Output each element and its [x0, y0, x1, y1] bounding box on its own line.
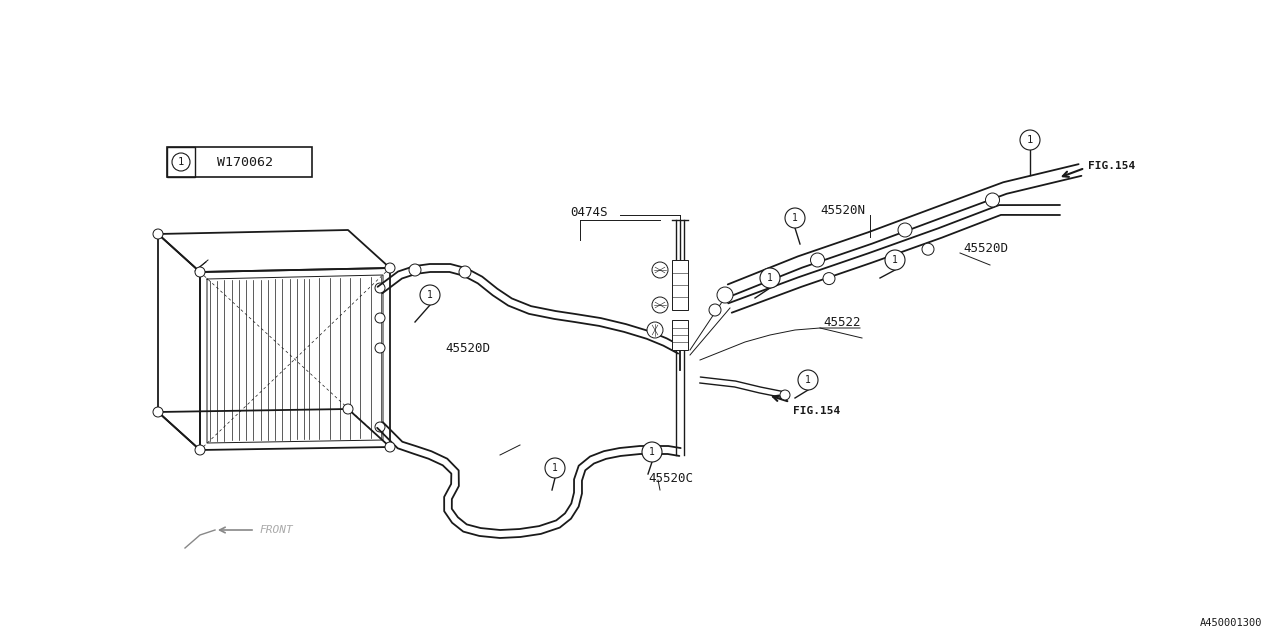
Circle shape: [823, 273, 835, 285]
Circle shape: [375, 283, 385, 293]
Circle shape: [375, 343, 385, 353]
Circle shape: [797, 370, 818, 390]
Text: 1: 1: [805, 375, 812, 385]
Circle shape: [646, 322, 663, 338]
Text: 1: 1: [892, 255, 899, 265]
Text: 1: 1: [1027, 135, 1033, 145]
Circle shape: [652, 297, 668, 313]
Text: 45520N: 45520N: [820, 204, 865, 216]
Circle shape: [385, 442, 396, 452]
Text: 1: 1: [649, 447, 655, 457]
Circle shape: [420, 285, 440, 305]
Text: FRONT: FRONT: [260, 525, 293, 535]
Bar: [166, 147, 195, 177]
Text: 45520C: 45520C: [648, 472, 692, 484]
Text: FIG.154: FIG.154: [1088, 161, 1135, 171]
Text: 45520D: 45520D: [963, 241, 1009, 255]
Circle shape: [717, 287, 733, 303]
Circle shape: [780, 390, 790, 400]
Circle shape: [375, 313, 385, 323]
Circle shape: [385, 263, 396, 273]
Bar: [672, 260, 689, 310]
Circle shape: [986, 193, 1000, 207]
Circle shape: [922, 243, 934, 255]
Circle shape: [154, 229, 163, 239]
Text: 1: 1: [178, 157, 184, 167]
Bar: [166, 147, 312, 177]
Text: 1: 1: [428, 290, 433, 300]
Circle shape: [410, 264, 421, 276]
Circle shape: [343, 404, 353, 414]
Circle shape: [884, 250, 905, 270]
Circle shape: [760, 268, 780, 288]
Bar: [672, 320, 689, 350]
Text: 45520D: 45520D: [445, 342, 490, 355]
Text: 45522: 45522: [823, 316, 860, 328]
Text: FIG.154: FIG.154: [794, 406, 840, 416]
Circle shape: [154, 407, 163, 417]
Circle shape: [899, 223, 911, 237]
Circle shape: [1020, 130, 1039, 150]
Text: 0474S: 0474S: [570, 207, 608, 220]
Circle shape: [709, 304, 721, 316]
Circle shape: [545, 458, 564, 478]
Circle shape: [643, 442, 662, 462]
Circle shape: [195, 445, 205, 455]
Circle shape: [460, 266, 471, 278]
Circle shape: [785, 208, 805, 228]
Text: 1: 1: [792, 213, 797, 223]
Text: 1: 1: [767, 273, 773, 283]
Circle shape: [375, 422, 385, 432]
Circle shape: [172, 153, 189, 171]
Text: W170062: W170062: [218, 156, 273, 168]
Circle shape: [810, 253, 824, 267]
Text: 1: 1: [552, 463, 558, 473]
Text: A450001300: A450001300: [1199, 618, 1262, 628]
Circle shape: [195, 267, 205, 277]
Circle shape: [652, 262, 668, 278]
